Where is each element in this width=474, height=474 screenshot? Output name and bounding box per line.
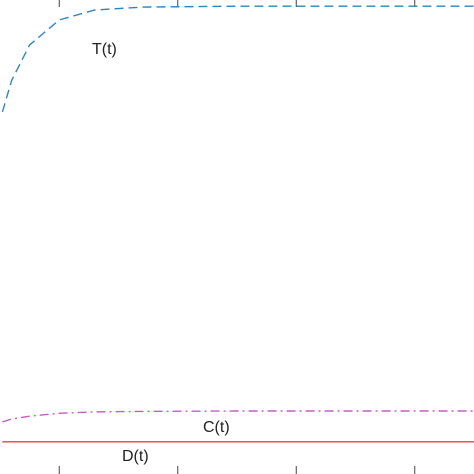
series-line — [1, 5, 474, 113]
series-label: T(t) — [92, 41, 117, 58]
series-label: D(t) — [122, 448, 149, 465]
series-line — [2, 410, 474, 423]
series-label: C(t) — [203, 419, 230, 436]
